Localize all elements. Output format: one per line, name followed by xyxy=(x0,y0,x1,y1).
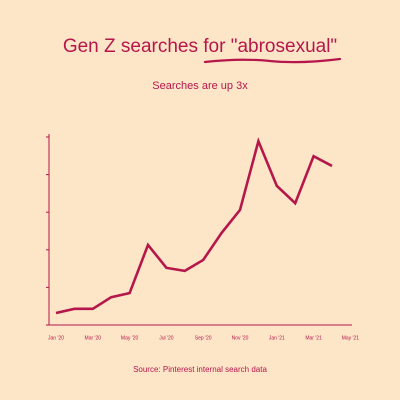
x-tick-label: Mar '21 xyxy=(305,335,322,341)
source-note: Source: Pinterest internal search data xyxy=(133,365,267,374)
x-tick-label: May '21 xyxy=(342,335,360,341)
x-tick-label: Jul '20 xyxy=(159,335,174,341)
x-tick-label: Nov '20 xyxy=(232,335,249,341)
data-line xyxy=(55,137,333,315)
x-tick-label: Jan '20 xyxy=(48,335,64,341)
title-underline xyxy=(203,57,342,64)
chart-title: Gen Z searches for "abrosexual" xyxy=(63,36,337,57)
x-tick-label: Sep '20 xyxy=(195,335,212,341)
x-tick-label: Jan '21 xyxy=(269,335,285,341)
x-tick-label: Mar '20 xyxy=(85,335,102,341)
x-tick-label: May '20 xyxy=(121,335,139,341)
chart-subtitle: Searches are up 3x xyxy=(152,80,248,92)
